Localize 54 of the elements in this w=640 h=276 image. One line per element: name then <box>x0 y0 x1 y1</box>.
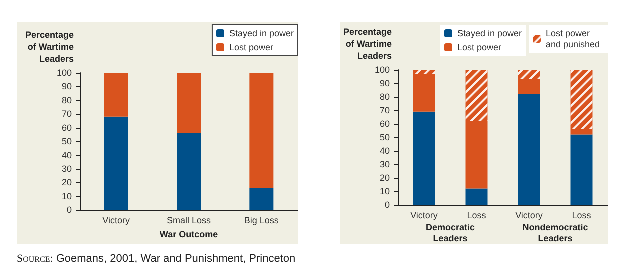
bar <box>413 74 436 112</box>
y-tick-label: 40 <box>62 150 72 160</box>
legend-label: Lost power <box>229 42 274 52</box>
y-tick-label: 60 <box>380 119 390 129</box>
x-tick-label: Loss <box>467 210 487 220</box>
y-tick-label: 0 <box>66 205 72 216</box>
legend-label: Lost power and punished <box>546 28 600 50</box>
y-tick-label: 80 <box>380 92 390 102</box>
y-tick-label: 20 <box>380 173 390 183</box>
x-tick-label: Big Loss <box>244 216 280 226</box>
y-tick-label: 30 <box>62 164 72 174</box>
bar <box>177 133 201 210</box>
text: Democratic Leaders <box>426 222 476 244</box>
y-tick-label: 90 <box>62 82 72 92</box>
legend-label: Stayed in power <box>457 28 522 38</box>
y-tick-label: 90 <box>380 78 390 88</box>
bar <box>466 121 488 189</box>
x-axis-title: War Outcome <box>160 230 218 240</box>
y-axis-title: Percentage of Wartime Leaders <box>25 30 74 64</box>
y-tick-label: 10 <box>62 191 72 202</box>
bar <box>466 188 488 205</box>
x-tick-label: Victory <box>410 210 438 220</box>
x-tick-label: Small Loss <box>166 216 212 226</box>
x-tick-label: Victory <box>102 216 131 226</box>
y-tick-label: 10 <box>380 186 390 196</box>
x-tick-label: Loss <box>572 210 592 220</box>
y-tick-label: 70 <box>62 109 72 120</box>
bar <box>570 134 593 205</box>
y-tick-label: 50 <box>380 132 390 142</box>
y-tick-label: 20 <box>62 178 72 188</box>
bar <box>104 116 128 210</box>
bar <box>250 73 274 188</box>
y-tick-label: 30 <box>380 160 390 170</box>
y-tick-label: 60 <box>62 122 72 133</box>
legend-label: Lost power <box>457 42 502 52</box>
bar <box>518 79 540 94</box>
bar <box>518 94 540 205</box>
y-tick-label: 50 <box>62 136 72 147</box>
y-tick-label: 0 <box>384 200 390 210</box>
source-note: Source: Goemans, 2001, War and Punishment, Princeton <box>17 253 296 265</box>
y-tick-label: 70 <box>380 106 390 116</box>
legend-label: Stayed in power <box>229 28 294 38</box>
bar <box>570 129 593 135</box>
bar <box>177 73 201 134</box>
x-tick-label: Victory <box>516 210 544 220</box>
y-tick-label: 100 <box>374 65 390 75</box>
text: Nondemocratic Leaders <box>522 222 588 244</box>
y-tick-label: 80 <box>62 95 72 106</box>
bar <box>104 73 128 117</box>
y-tick-label: 100 <box>56 68 72 78</box>
y-tick-label: 40 <box>380 146 390 156</box>
bar <box>413 112 436 205</box>
y-axis-title: Percentage of Wartime Leaders <box>343 27 392 61</box>
bar <box>250 188 274 210</box>
